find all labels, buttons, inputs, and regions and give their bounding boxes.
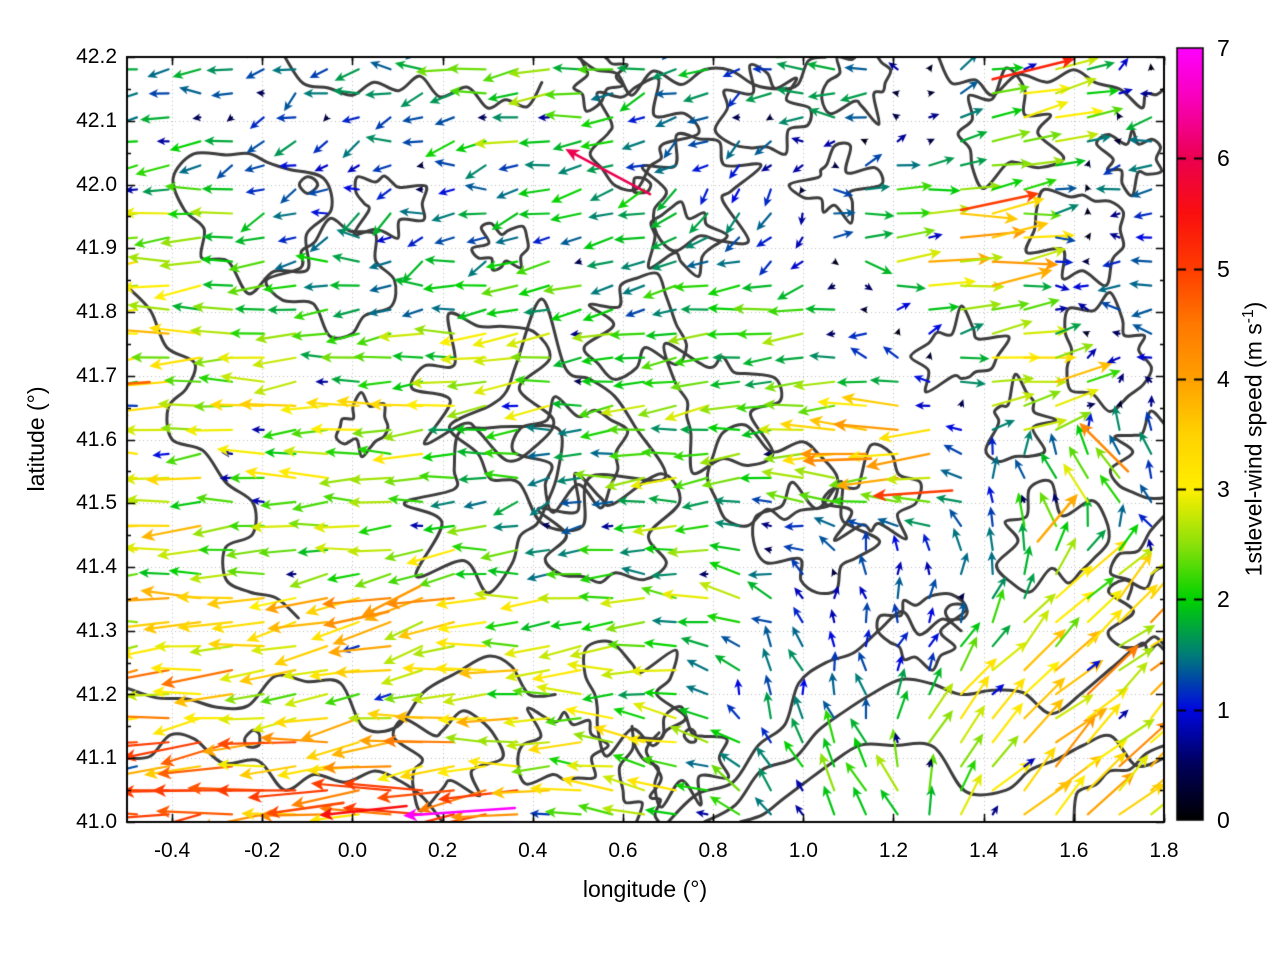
y-tick-label: 41.6 (76, 427, 117, 451)
y-axis-title: latitude (°) (23, 386, 49, 492)
x-tick-label: 0.6 (608, 839, 638, 862)
x-tick-label: 1.0 (788, 839, 818, 862)
colorbar-title: 1stlevel-wind speed (m s-1) (1240, 239, 1272, 639)
y-tick-label: 41.2 (76, 682, 117, 706)
y-tick-label: 42.0 (76, 172, 117, 196)
colorbar-title-superscript: -1 (1240, 309, 1257, 324)
y-tick-label: 41.0 (76, 810, 117, 833)
x-tick-label: 1.6 (1059, 839, 1089, 862)
y-tick-label: 41.5 (76, 491, 117, 515)
colorbar-tick-label: 3 (1217, 476, 1230, 503)
x-tick-label: -0.2 (244, 839, 281, 862)
y-tick-label: 42.1 (76, 108, 117, 132)
x-tick-label: 1.2 (878, 839, 909, 862)
colorbar-title-text: 1stlevel-wind speed (m s (1240, 323, 1267, 577)
x-tick-label: 0.2 (427, 839, 458, 862)
y-tick-label: 41.9 (76, 236, 117, 260)
colorbar-tick-label: 6 (1217, 145, 1230, 172)
colorbar-tick-label: 5 (1217, 255, 1230, 282)
y-tick-label: 41.8 (76, 300, 117, 323)
y-tick-label: 41.7 (76, 363, 117, 387)
y-tick-label: 42.2 (76, 45, 117, 68)
colorbar-title-suffix: ) (1240, 301, 1267, 310)
x-tick-label: -0.4 (153, 839, 191, 862)
x-tick-label: 0.4 (518, 839, 548, 862)
x-tick-label: 1.4 (969, 839, 999, 862)
colorbar-tick-label: 2 (1217, 586, 1230, 613)
y-tick-label: 41.3 (76, 618, 117, 642)
y-tick-label: 41.1 (76, 746, 117, 770)
x-axis-title: longitude (°) (582, 876, 708, 902)
x-tick-label: 0.0 (337, 839, 368, 862)
x-tick-label: 0.8 (698, 839, 728, 862)
colorbar-tick-label: 1 (1217, 696, 1230, 723)
y-tick-label: 41.4 (76, 555, 117, 578)
colorbar-tick-label: 7 (1217, 35, 1230, 61)
colorbar-tick-label: 0 (1217, 807, 1230, 833)
x-tick-label: 1.8 (1149, 839, 1179, 862)
colorbar-tick-label: 4 (1217, 365, 1230, 392)
